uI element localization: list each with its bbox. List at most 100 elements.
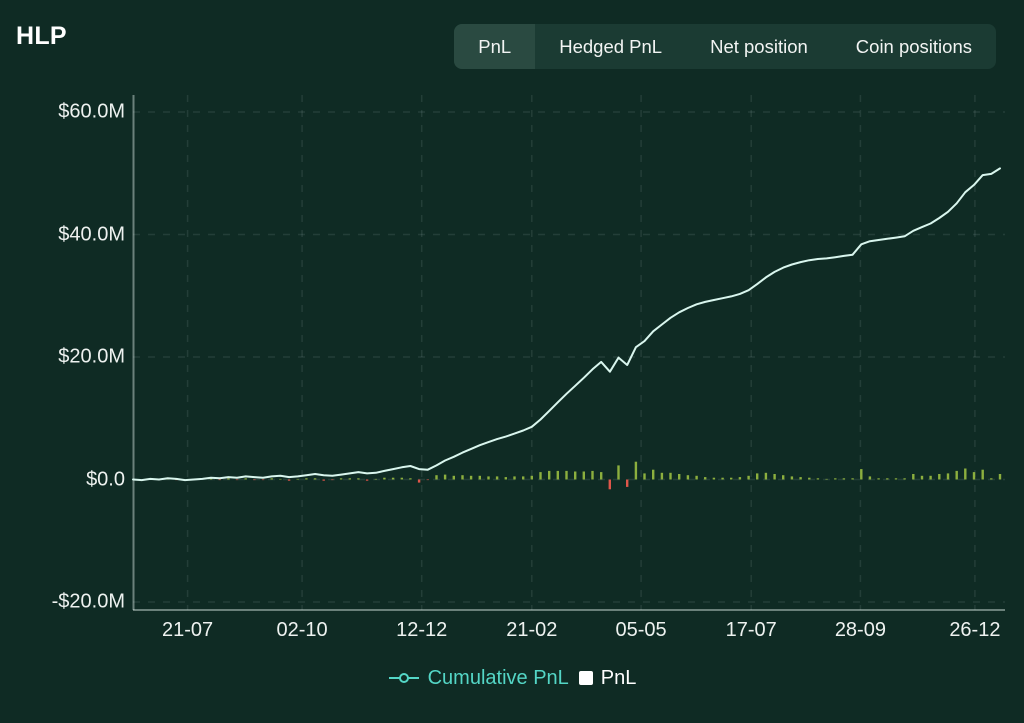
tab-net-position[interactable]: Net position [686,24,832,69]
daily-pnl-bar [409,478,412,480]
cumulative-pnl-legend-label: Cumulative PnL [427,666,569,689]
x-axis-label: 12-12 [396,619,448,641]
daily-pnl-bar [417,479,421,483]
y-axis-label: $0.0 [86,468,125,490]
daily-pnl-bar [712,477,716,480]
daily-pnl-bar [894,478,898,480]
daily-pnl-bar [868,476,872,480]
x-axis-label: 02-10 [276,619,328,641]
daily-pnl-bar [652,469,655,480]
daily-pnl-bar [218,479,221,481]
daily-pnl-bar [469,475,473,480]
daily-pnl-bar [305,478,308,480]
daily-pnl-bar [617,465,620,480]
daily-pnl-bar [400,477,403,480]
daily-pnl-bar [721,477,724,480]
daily-pnl-bar [929,475,932,480]
daily-pnl-bar [704,477,707,480]
tab-pnl[interactable]: PnL [454,24,536,69]
legend-item-cumulative-pnl[interactable]: Cumulative PnL [388,667,569,690]
daily-pnl-bar [669,472,672,480]
daily-pnl-bar [426,479,429,481]
chart-tabs: PnL Hedged PnL Net position Coin positio… [454,24,996,69]
daily-pnl-bar [331,479,334,481]
legend-item-pnl[interactable]: PnL [578,666,637,690]
daily-pnl-bar [886,478,889,480]
pnl-legend-label: PnL [600,666,637,689]
daily-pnl-bar [990,478,993,480]
daily-pnl-bar [227,478,230,480]
daily-pnl-bar [608,479,611,490]
daily-pnl-bar [504,477,507,480]
daily-pnl-bar [695,475,698,480]
daily-pnl-bar [903,478,906,480]
tab-coin-positions[interactable]: Coin positions [832,24,996,69]
daily-pnl-bar [834,478,837,480]
daily-pnl-bar [339,478,343,480]
x-axis-label: 17-07 [725,619,777,641]
daily-pnl-bar [287,479,291,481]
daily-pnl-bar [495,476,499,480]
daily-pnl-bar [539,472,542,480]
daily-pnl-bar [391,477,395,480]
daily-pnl-bar [478,475,481,480]
daily-pnl-bar [348,478,351,480]
daily-pnl-bar [964,468,967,480]
x-axis-label: 28-09 [834,619,886,641]
daily-pnl-bar [383,477,386,480]
daily-pnl-bar [860,469,863,480]
daily-pnl-bar [374,478,377,480]
daily-pnl-bar [270,478,273,480]
x-axis-label: 26-12 [949,619,1001,641]
y-axis-label: $40.0M [58,223,125,245]
daily-pnl-bar [548,470,551,480]
x-axis-label: 05-05 [615,619,667,641]
daily-pnl-bar [209,478,213,480]
daily-pnl-bar [313,478,317,480]
daily-pnl-bar [582,471,585,480]
daily-pnl-bar [799,477,802,480]
daily-pnl-bar [790,476,794,480]
daily-pnl-bar [235,479,239,481]
daily-pnl-bar [556,470,559,480]
daily-pnl-bar [912,474,915,480]
daily-pnl-bar [678,474,681,480]
daily-pnl-bar [244,478,247,480]
daily-pnl-bar [816,478,820,480]
chart-legend: Cumulative PnL PnL [0,661,1024,695]
daily-pnl-bar [279,478,282,480]
daily-pnl-bar [851,478,854,480]
cumulative-pnl-legend-marker [388,673,419,683]
daily-pnl-bar [920,475,924,480]
page-title: HLP [16,22,67,50]
daily-pnl-bar [981,469,984,480]
daily-pnl-bar [773,474,776,480]
pnl-legend-swatch [578,671,593,685]
daily-pnl-bar [877,478,880,480]
daily-pnl-bar [686,475,690,480]
daily-pnl-bar [643,473,646,480]
daily-pnl-bar [634,461,638,480]
daily-pnl-bar [435,475,438,480]
daily-pnl-bar [296,478,299,480]
daily-pnl-bar [600,472,603,480]
daily-pnl-bar [522,476,525,480]
daily-pnl-bar [756,473,759,480]
daily-pnl-bar [946,473,950,480]
daily-pnl-bar [261,479,265,481]
daily-pnl-bar [972,472,976,480]
daily-pnl-bar [357,478,360,480]
daily-pnl-bar [626,479,629,487]
daily-pnl-bar [730,477,733,480]
y-axis-label: $60.0M [58,100,125,123]
daily-pnl-bar [747,475,750,480]
tab-hedged-pnl[interactable]: Hedged PnL [535,24,686,69]
daily-pnl-bar [660,472,664,480]
daily-pnl-bar [565,470,568,480]
daily-pnl-bar [764,472,768,480]
daily-pnl-bar [487,476,490,480]
daily-pnl-bar [842,478,846,480]
